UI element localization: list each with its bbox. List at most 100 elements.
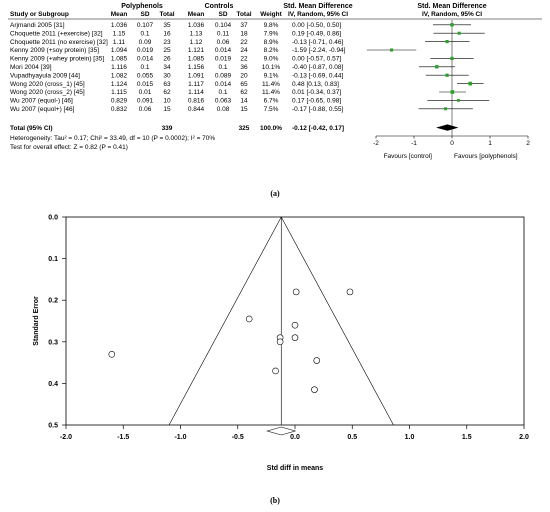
funnel-y-tick-label: 0.0 xyxy=(48,215,58,222)
row-sd1: 0.1 xyxy=(140,64,149,71)
row-mean1: 1.124 xyxy=(111,81,128,88)
favours-left: Favours [control] xyxy=(384,153,433,160)
row-mean2: 1.091 xyxy=(188,72,205,79)
row-mean1: 1.094 xyxy=(111,47,128,54)
funnel-y-tick-label: 0.5 xyxy=(48,423,58,430)
row-weight: 7.5% xyxy=(264,106,279,113)
row-mean1: 1.15 xyxy=(113,30,126,37)
study-effect-marker xyxy=(468,81,473,86)
row-ci-text: -0.40 [-0.87, 0.08] xyxy=(292,64,344,71)
total-n1: 339 xyxy=(162,125,173,132)
row-ci-text: 0.00 [-0.50, 0.50] xyxy=(292,22,341,29)
row-n1: 30 xyxy=(163,72,171,79)
row-n1: 35 xyxy=(163,22,171,29)
panel-label-a: (a) xyxy=(270,189,280,198)
forest-x-tick-label: 1 xyxy=(488,140,492,147)
row-sd1: 0.01 xyxy=(139,89,152,96)
row-study: Wu 2007 (equol+) [46] xyxy=(10,106,75,113)
row-ci-text: -1.59 [-2.24, -0.94] xyxy=(292,47,346,54)
total-label: Total (95% CI) xyxy=(10,125,53,132)
funnel-plot-frame: Standard Error Std diff in means (b) xyxy=(33,216,525,505)
row-study: Wong 2020 (cross_2) [45] xyxy=(10,89,85,96)
row-n1: 26 xyxy=(163,56,171,63)
header-effect: Std. Mean Difference xyxy=(283,3,352,10)
study-point xyxy=(311,386,318,393)
row-mean2: 1.117 xyxy=(188,81,204,88)
forest-plot-rows: Arjmandi 2005 [31] 1.036 0.107 35 1.036 0.104… xyxy=(10,22,346,113)
funnel-x-tick-label: 1.0 xyxy=(405,434,415,441)
row-ci-text: -0.17 [-0.88, 0.55] xyxy=(292,106,344,113)
row-sd2: 0.019 xyxy=(215,56,232,63)
row-mean2: 1.114 xyxy=(188,89,204,96)
row-ci-text: -0.13 [-0.69, 0.44] xyxy=(292,72,344,79)
row-study: Vupadhyayula 2009 [44] xyxy=(10,72,80,79)
row-sd2: 0.063 xyxy=(215,98,232,105)
row-sd2: 0.104 xyxy=(215,22,232,29)
row-ci-text: -0.13 [-0.71, 0.46] xyxy=(292,39,344,46)
col-plot-ci: IV, Random, 95% CI xyxy=(422,11,482,18)
study-point xyxy=(272,367,279,375)
funnel-x-tick-label: 2.0 xyxy=(519,434,529,441)
row-n1: 34 xyxy=(163,64,171,71)
col-mean2: Mean xyxy=(188,11,205,18)
row-mean2: 0.816 xyxy=(188,98,205,105)
row-sd1: 0.1 xyxy=(140,30,149,37)
summary-diamond xyxy=(266,426,297,436)
total-ci: -0.12 [-0.42, 0.17] xyxy=(292,125,344,132)
row-ci-text: 0.00 [-0.57, 0.57] xyxy=(292,56,341,63)
study-point xyxy=(313,357,321,364)
funnel-x-tick-label: -2.0 xyxy=(60,434,72,441)
y-axis-label: Standard Error xyxy=(33,296,40,346)
row-mean2: 1.085 xyxy=(188,56,205,63)
total-diamond xyxy=(436,124,459,131)
funnel-x-tick-label: 0.5 xyxy=(347,434,357,441)
study-point xyxy=(291,321,299,329)
row-sd2: 0.1 xyxy=(218,89,227,96)
row-n1: 25 xyxy=(163,47,171,54)
row-weight: 11.4% xyxy=(262,89,280,96)
row-mean2: 0.844 xyxy=(188,106,205,113)
favours-right: Favours [polyphenols] xyxy=(454,153,518,160)
panel-label-b: (b) xyxy=(270,496,280,505)
forest-x-tick-label: 0 xyxy=(450,140,454,147)
funnel-left-bound xyxy=(168,216,282,426)
funnel-y-tick-label: 0.1 xyxy=(48,256,58,263)
row-n2: 20 xyxy=(240,72,248,79)
row-sd1: 0.015 xyxy=(137,81,154,88)
study-point xyxy=(108,350,116,358)
row-n2: 18 xyxy=(240,30,248,37)
row-mean2: 1.12 xyxy=(190,39,203,46)
funnel-x-tick-label: -1.5 xyxy=(117,434,129,441)
funnel-lines xyxy=(168,216,394,426)
funnel-plot-ticks: -2.0 -1.5 -1.0 -0.5 0.0 0.5 1.0 1.5 2.0 0.0 0.1 0.2… xyxy=(48,215,529,442)
row-mean1: 1.036 xyxy=(111,22,128,29)
header-plot: Std. Mean Difference xyxy=(417,3,486,10)
col-weight: Weight xyxy=(260,11,282,18)
row-sd2: 0.11 xyxy=(217,30,230,37)
total-n2: 325 xyxy=(239,125,250,132)
col-sd1: SD xyxy=(140,11,149,18)
row-study: Choquette 2011 (no exercise) [32] xyxy=(10,39,108,46)
forest-plot-axis: -2 -1 0 1 2 xyxy=(373,20,530,147)
funnel-right-bound xyxy=(280,216,394,426)
row-n2: 15 xyxy=(240,106,248,113)
row-n2: 62 xyxy=(240,89,248,96)
row-n2: 14 xyxy=(240,98,248,105)
row-sd1: 0.091 xyxy=(137,98,154,105)
col-sd2: SD xyxy=(218,11,227,18)
row-n2: 37 xyxy=(240,22,248,29)
row-n1: 15 xyxy=(163,106,171,113)
study-effect-marker xyxy=(450,56,454,61)
funnel-y-tick-label: 0.2 xyxy=(48,298,58,305)
row-n2: 24 xyxy=(240,47,248,54)
funnel-x-tick-label: -1.0 xyxy=(174,434,186,441)
row-ci-text: 0.01 [-0.34, 0.37] xyxy=(292,89,341,96)
row-n2: 22 xyxy=(240,56,248,63)
row-weight: 8.9% xyxy=(264,39,279,46)
row-ci-text: 0.19 [-0.49, 0.86] xyxy=(292,30,341,37)
forest-x-tick-label: -1 xyxy=(411,140,417,147)
row-sd1: 0.055 xyxy=(137,72,154,79)
col-total2: Total xyxy=(236,11,251,18)
row-mean2: 1.156 xyxy=(188,64,205,71)
row-n1: 63 xyxy=(163,81,171,88)
